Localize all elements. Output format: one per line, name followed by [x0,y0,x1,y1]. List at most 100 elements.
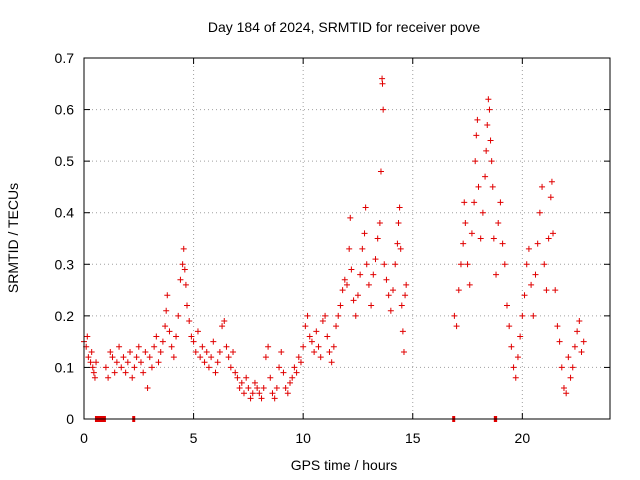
data-point [484,122,491,129]
data-point [471,199,478,206]
data-point [532,271,539,278]
data-point [473,132,480,139]
data-point [539,183,546,190]
data-point [289,374,296,381]
data-point [142,348,149,355]
data-point [479,209,486,216]
data-point [501,261,508,268]
data-point [308,338,315,345]
data-point [374,235,381,242]
data-point [214,359,221,366]
data-point [387,307,394,314]
data-point [177,276,184,283]
plot-frame [83,57,611,420]
data-point [376,220,383,227]
data-point [223,343,230,350]
data-point [175,312,182,319]
data-point [203,348,210,355]
data-point [245,385,252,392]
data-points [81,75,587,402]
data-point [129,374,136,381]
data-point [380,106,387,113]
data-point [88,348,95,355]
x-tick-label: 0 [80,430,88,446]
data-point [254,385,261,392]
data-point [85,354,92,361]
data-point [159,338,166,345]
data-point [201,359,208,366]
data-point [468,230,475,237]
data-point [313,328,320,335]
data-point [370,271,377,278]
data-point [91,374,98,381]
data-point [523,261,530,268]
data-point [87,359,94,366]
y-tick-label: 0.7 [55,50,75,66]
data-point [182,281,189,288]
data-point [363,261,370,268]
data-point [482,173,489,180]
data-point [258,395,265,402]
data-point [208,354,215,361]
data-point [357,271,364,278]
data-point [306,333,313,340]
data-point [166,328,173,335]
data-point [394,240,401,247]
data-point [377,168,384,175]
data-point [227,364,234,371]
data-point [153,333,160,340]
data-point [199,343,206,350]
data-point [485,96,492,103]
data-point [403,281,410,288]
data-point [344,281,350,288]
data-point [260,385,267,392]
data-point [517,333,524,340]
data-point [499,240,506,247]
data-point [552,287,559,294]
data-point [137,359,144,366]
data-point [197,354,204,361]
data-point [536,209,543,216]
data-point [510,364,517,371]
data-point [512,374,519,381]
data-point [180,245,187,252]
data-point [548,178,555,185]
y-tick-label: 0.3 [55,256,75,272]
data-point [451,312,458,319]
data-point [362,204,369,211]
y-axis-label: SRMTID / TECUs [5,183,21,293]
data-point [326,348,333,355]
data-point [155,359,162,366]
data-point [487,137,494,144]
data-point [558,364,565,371]
data-point [569,364,576,371]
data-point [543,287,550,294]
x-tick-label: 15 [405,430,421,446]
data-point [234,374,241,381]
data-point [118,364,125,371]
data-point [287,379,294,386]
data-point [111,369,118,376]
data-point [455,287,462,294]
data-point [280,369,287,376]
data-point [383,276,390,283]
data-point [396,204,403,211]
data-point [400,348,407,355]
data-point [339,287,346,294]
data-point [133,354,140,361]
data-point [361,230,368,237]
data-point [541,261,548,268]
data-point [89,364,96,371]
data-point [84,333,91,340]
data-point [212,369,219,376]
data-point [550,230,557,237]
data-point [460,240,467,247]
data-point [574,328,581,335]
data-point [219,323,226,330]
data-point [453,323,460,330]
data-point [282,385,289,392]
data-point [576,318,583,325]
data-point [210,338,217,345]
data-point [249,390,256,397]
data-point [461,199,468,206]
